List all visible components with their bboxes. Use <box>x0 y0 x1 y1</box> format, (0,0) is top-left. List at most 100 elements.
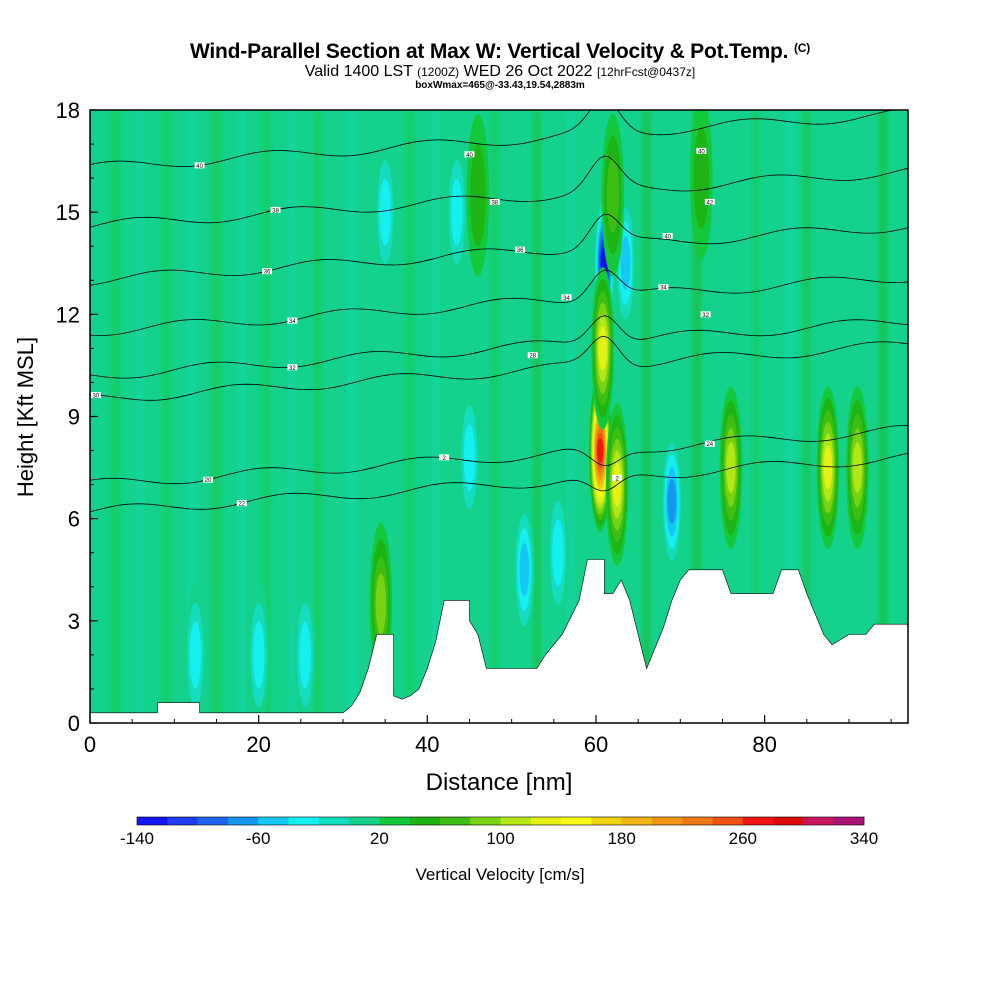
colorbar-swatch <box>651 817 683 825</box>
colorbar-swatch <box>349 817 380 825</box>
contour-label: 34 <box>563 296 570 302</box>
colorbar-tick-label: 20 <box>370 829 389 848</box>
colorbar-label: Vertical Velocity [cm/s] <box>415 865 584 884</box>
field-streak <box>433 110 439 723</box>
field-streak <box>407 110 414 723</box>
colorbar-swatch <box>258 817 289 825</box>
downdraft-cell <box>294 583 316 723</box>
contour-label: 34 <box>660 286 667 292</box>
isentrope-line <box>90 335 908 401</box>
x-axis: 0 20 40 60 80 <box>84 715 892 757</box>
contour-label-bg <box>658 284 669 291</box>
contour-label: 24 <box>706 442 713 448</box>
colorbar-swatch <box>379 817 410 825</box>
isentrope-line <box>90 269 908 336</box>
forecast-info: [12hrFcst@0437z] <box>597 65 696 79</box>
y-axis: 0 3 6 9 12 15 18 <box>56 98 98 736</box>
isentrope-label-bg <box>287 317 298 324</box>
field-streak <box>162 110 170 723</box>
colorbar: -140 -60 20 100 180 260 340 <box>120 816 878 848</box>
plot-area: 22 20 30 32 34 36 38 40 2 28 34 36 38 40 40 34 40 42 32 24… <box>90 110 908 723</box>
colorbar-swatch <box>409 817 441 825</box>
y-tick-label: 18 <box>56 98 80 123</box>
colorbar-swatch <box>773 817 804 825</box>
contour-label: 28 <box>529 354 536 360</box>
y-tick-label: 0 <box>68 711 80 736</box>
colorbar-tick-label: 100 <box>486 829 514 848</box>
isentrope-line <box>90 315 908 379</box>
updraft-cell <box>719 386 743 549</box>
colorbar-swatch <box>561 817 592 825</box>
colorbar-swatch <box>167 817 198 825</box>
title-main: Wind-Parallel Section at Max W: Vertical… <box>189 40 789 63</box>
x-tick-label: 0 <box>84 732 96 757</box>
field-streak <box>138 110 144 723</box>
field-streak <box>533 110 540 723</box>
field-streak <box>348 110 355 723</box>
isentrope-label: 36 <box>264 270 271 276</box>
isentrope-line <box>90 213 908 286</box>
isentrope-label: 30 <box>93 394 100 400</box>
chart-title: Wind-Parallel Section at Max W: Vertical… <box>0 36 1000 64</box>
colorbar-swatch <box>288 817 320 825</box>
colorbar-swatch <box>530 817 562 825</box>
copyright-mark: (C) <box>793 41 811 55</box>
isentrope-label-bg <box>236 500 247 507</box>
y-tick-label: 12 <box>56 302 80 327</box>
contour-label-bg <box>561 294 572 301</box>
x-axis-label: Distance [nm] <box>426 769 573 796</box>
colorbar-swatch <box>712 817 744 825</box>
downdraft-cell <box>374 141 396 284</box>
colorbar-swatch <box>197 817 229 825</box>
colorbar-swatch <box>833 817 865 825</box>
isentrope-label: 32 <box>289 366 296 372</box>
colorbar-swatch <box>470 817 501 825</box>
colorbar-tick-label: 260 <box>729 829 757 848</box>
colorbar-frame <box>136 816 865 826</box>
colorbar-swatch <box>742 817 774 825</box>
isentrope-line <box>90 424 908 485</box>
field-streak <box>568 110 574 723</box>
y-tick-label: 15 <box>56 200 80 225</box>
colorbar-swatch <box>591 817 622 825</box>
y-tick-label: 6 <box>68 507 80 532</box>
downdraft-cell <box>547 481 569 624</box>
isentrope-line <box>90 110 896 167</box>
x-tick-label: 40 <box>415 732 439 757</box>
box-wmax-info: boxWmax=465@-33.43,19.54,2883m <box>415 80 585 91</box>
downdraft-cell <box>446 141 468 284</box>
contour-label-bg <box>489 198 500 205</box>
isentrope-label-bg <box>194 162 205 169</box>
field-streak <box>693 110 701 723</box>
updraft-cell <box>816 386 840 549</box>
y-axis-label: Height [Kft MSL] <box>13 337 38 497</box>
updraft-cell <box>466 113 490 277</box>
updraft-cell <box>846 386 869 549</box>
contour-label: 36 <box>517 248 524 254</box>
colorbar-tick-label: -60 <box>246 829 271 848</box>
field-streak <box>804 110 810 723</box>
colorbar-tick-label: -140 <box>120 829 154 848</box>
contour-label: 42 <box>706 200 713 206</box>
contour-label: 2 <box>615 476 619 482</box>
field-streak <box>263 110 271 723</box>
downdraft-cell <box>184 583 206 723</box>
isentrope-label: 20 <box>205 478 212 484</box>
colorbar-swatch <box>621 817 653 825</box>
contour-label-bg <box>612 474 623 481</box>
contour-label: 32 <box>702 313 709 319</box>
chart-title-block: Wind-Parallel Section at Max W: Vertical… <box>0 36 1000 92</box>
colorbar-swatch <box>318 817 350 825</box>
isentrope-label-bg <box>90 392 101 399</box>
isentrope-label-bg <box>262 268 273 275</box>
colorbar-swatch <box>682 817 713 825</box>
field-streak <box>643 110 650 723</box>
field-streak <box>786 110 794 723</box>
isentrope-label: 22 <box>238 502 245 508</box>
isentrope-label-bg <box>287 364 298 371</box>
isentrope-label-bg <box>203 476 214 483</box>
colorbar-tick-label: 180 <box>607 829 635 848</box>
colorbar-swatch <box>500 817 532 825</box>
contour-label: 40 <box>664 235 671 241</box>
